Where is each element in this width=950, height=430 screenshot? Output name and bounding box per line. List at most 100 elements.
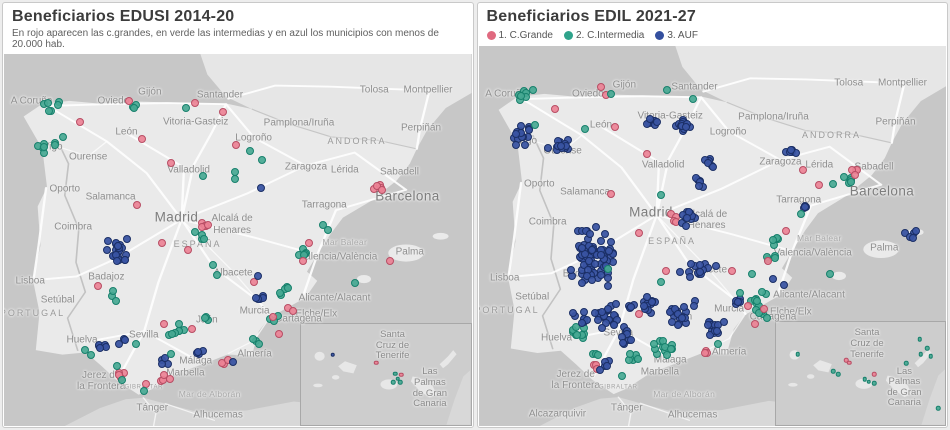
map-dot-auf[interactable] (578, 244, 587, 253)
map-dot-cintermedia[interactable] (607, 89, 616, 98)
map-dot-cintermedia[interactable] (846, 177, 855, 186)
map-dot-cgrande[interactable] (274, 330, 283, 339)
map-dot-auf[interactable] (779, 281, 788, 290)
map-dot-cgrande[interactable] (550, 104, 559, 113)
map-dot-cgrande[interactable] (299, 257, 308, 266)
map-dot-cintermedia[interactable] (634, 355, 643, 364)
map-dot-cgrande[interactable] (661, 267, 670, 276)
map-dot-auf[interactable] (254, 272, 263, 281)
map-dot-auf[interactable] (679, 302, 688, 311)
map-dot-cgrande[interactable] (137, 134, 146, 143)
map-dot-cintermedia[interactable] (531, 120, 540, 129)
map-dot-auf[interactable] (596, 251, 605, 260)
map-dot-cgrande[interactable] (232, 140, 241, 149)
map-dot-cintermedia[interactable] (572, 323, 581, 332)
map-dot-cintermedia[interactable] (182, 104, 191, 113)
map-dot-auf[interactable] (103, 246, 112, 255)
map-dot-auf[interactable] (330, 352, 335, 358)
map-dot-auf[interactable] (251, 294, 260, 303)
map-dot-cintermedia[interactable] (769, 235, 778, 244)
map-dot-cintermedia[interactable] (825, 270, 834, 279)
map-dot-cintermedia[interactable] (51, 141, 60, 150)
map-dot-auf[interactable] (604, 281, 613, 290)
legend-item-grande[interactable]: 1. C.Grande (486, 30, 553, 41)
map-dot-cintermedia[interactable] (656, 190, 665, 199)
map-dot-cgrande[interactable] (124, 96, 133, 105)
map-dot-auf[interactable] (800, 202, 809, 211)
map-dot-auf[interactable] (682, 214, 691, 223)
map-dot-cintermedia[interactable] (109, 286, 118, 295)
map-dot-cintermedia[interactable] (167, 349, 176, 358)
map-dot-cintermedia[interactable] (117, 375, 126, 384)
map-edil[interactable]: A Coruña Oviedo Gijón Santander Tolosa Montpe… (478, 46, 946, 426)
map-dot-cintermedia[interactable] (323, 225, 332, 234)
map-dot-auf[interactable] (643, 293, 652, 302)
map-dot-cgrande[interactable] (642, 149, 651, 158)
map-dot-cintermedia[interactable] (688, 94, 697, 103)
map-dot-cintermedia[interactable] (617, 372, 626, 381)
map-dot-cgrande[interactable] (399, 372, 404, 377)
map-dot-cintermedia[interactable] (797, 209, 806, 218)
map-dot-cintermedia[interactable] (748, 270, 757, 279)
map-dot-cintermedia[interactable] (198, 172, 207, 181)
map-dot-cgrande[interactable] (372, 181, 381, 190)
map-dot-cgrande[interactable] (607, 189, 616, 198)
map-dot-cintermedia[interactable] (39, 143, 48, 152)
map-dot-auf[interactable] (544, 143, 553, 152)
map-dot-auf[interactable] (711, 262, 720, 271)
map-dot-cgrande[interactable] (159, 370, 168, 379)
map-dot-auf[interactable] (193, 347, 202, 356)
map-dot-auf[interactable] (653, 118, 661, 127)
map-dot-cintermedia[interactable] (44, 99, 53, 108)
map-dot-auf[interactable] (626, 302, 635, 311)
map-dot-auf[interactable] (695, 260, 704, 269)
map-dot-cgrande[interactable] (744, 302, 753, 311)
map-dot-cgrande[interactable] (844, 358, 849, 363)
map-dot-cintermedia[interactable] (87, 350, 96, 359)
map-dot-auf[interactable] (113, 241, 122, 250)
map-dot-cintermedia[interactable] (862, 377, 867, 382)
map-dot-cintermedia[interactable] (649, 339, 658, 348)
map-dot-cgrande[interactable] (764, 256, 773, 265)
map-dot-auf[interactable] (578, 318, 587, 327)
map-dot-cintermedia[interactable] (257, 156, 266, 165)
map-dot-auf[interactable] (524, 126, 533, 135)
map-dot-auf[interactable] (598, 323, 607, 332)
map-dot-auf[interactable] (690, 301, 699, 310)
map-dot-cintermedia[interactable] (871, 380, 877, 386)
map-dot-auf[interactable] (708, 162, 717, 171)
map-dot-cintermedia[interactable] (131, 340, 140, 349)
map-dot-auf[interactable] (911, 227, 920, 236)
map-dot-auf[interactable] (229, 358, 238, 367)
map-dot-cgrande[interactable] (727, 267, 736, 276)
map-dot-cintermedia[interactable] (201, 314, 210, 323)
map-dot-cintermedia[interactable] (831, 369, 836, 374)
map-dot-auf[interactable] (587, 276, 596, 285)
map-dot-cintermedia[interactable] (904, 361, 909, 366)
map-dot-cintermedia[interactable] (925, 345, 930, 351)
map-dot-cgrande[interactable] (219, 108, 228, 117)
map-dot-auf[interactable] (626, 336, 635, 345)
map-dot-auf[interactable] (686, 272, 695, 281)
map-dot-auf[interactable] (901, 228, 910, 237)
map-dot-cgrande[interactable] (132, 201, 141, 210)
map-dot-auf[interactable] (639, 302, 648, 311)
map-dot-cgrande[interactable] (386, 257, 395, 266)
map-dot-cintermedia[interactable] (168, 330, 177, 339)
map-dot-cintermedia[interactable] (393, 371, 398, 377)
map-dot-auf[interactable] (713, 327, 722, 336)
map-dot-auf[interactable] (676, 268, 685, 277)
map-dot-cintermedia[interactable] (111, 296, 120, 305)
map-dot-auf[interactable] (512, 141, 521, 150)
map-dot-auf[interactable] (601, 230, 610, 239)
map-dot-cgrande[interactable] (611, 122, 620, 131)
map-dot-cintermedia[interactable] (763, 314, 772, 323)
map-dot-auf[interactable] (160, 353, 169, 362)
map-dot-cgrande[interactable] (190, 99, 199, 108)
map-dot-cintermedia[interactable] (391, 380, 396, 385)
map-dot-cintermedia[interactable] (319, 220, 328, 229)
map-dot-auf[interactable] (678, 313, 687, 322)
map-dot-auf[interactable] (521, 141, 530, 150)
map-dot-cgrande[interactable] (781, 227, 790, 236)
legend-item-auf[interactable]: 3. AUF (655, 30, 698, 41)
